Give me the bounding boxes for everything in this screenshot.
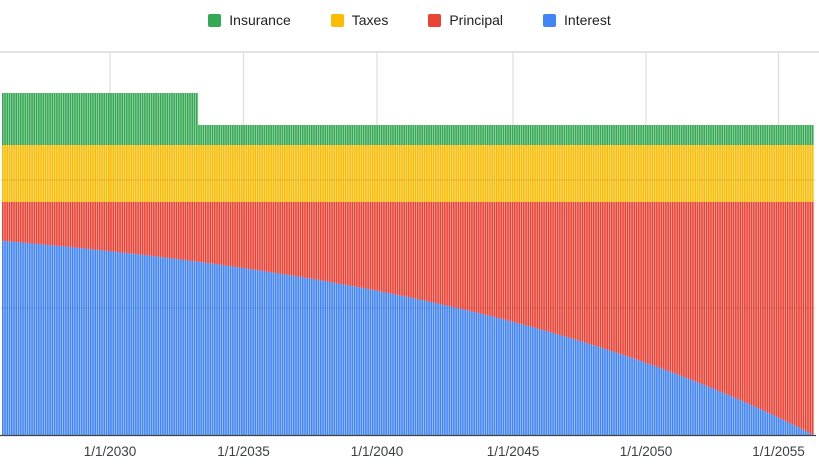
horizontal-gridlines: [0, 179, 816, 309]
chart-frame-lines: [0, 51, 819, 437]
principal-series-bars[interactable]: [2, 202, 814, 435]
legend-swatch-interest: [543, 13, 557, 27]
svg-text:1/1/2035: 1/1/2035: [217, 444, 270, 459]
legend-label: Insurance: [229, 12, 291, 28]
legend-label: Taxes: [351, 12, 389, 28]
svg-text:1/1/2050: 1/1/2050: [620, 444, 673, 459]
interest-series-bars[interactable]: [2, 240, 814, 436]
svg-text:1/1/2040: 1/1/2040: [351, 444, 404, 459]
legend-item-principal: Principal: [428, 13, 503, 27]
legend-item-insurance: Insurance: [208, 12, 291, 28]
chart-legend: Insurance Taxes Principal Interest: [0, 0, 819, 40]
x-axis-labels: 1/1/2030 1/1/2035 1/1/2040 1/1/2045 1/1/2050…: [84, 444, 805, 459]
legend-label: Interest: [564, 12, 611, 28]
legend-swatch-principal: [428, 13, 442, 27]
svg-text:1/1/2030: 1/1/2030: [84, 444, 137, 459]
svg-text:1/1/2055: 1/1/2055: [752, 444, 805, 459]
legend-item-taxes: Taxes: [330, 12, 389, 28]
legend-item-interest: Interest: [543, 13, 611, 27]
taxes-series-bars[interactable]: [2, 145, 814, 202]
insurance-series-bars[interactable]: [2, 93, 814, 145]
legend-swatch-taxes: [330, 13, 344, 27]
legend-swatch-insurance: [208, 13, 222, 27]
svg-text:1/1/2045: 1/1/2045: [487, 444, 540, 459]
legend-label: Principal: [449, 12, 504, 28]
